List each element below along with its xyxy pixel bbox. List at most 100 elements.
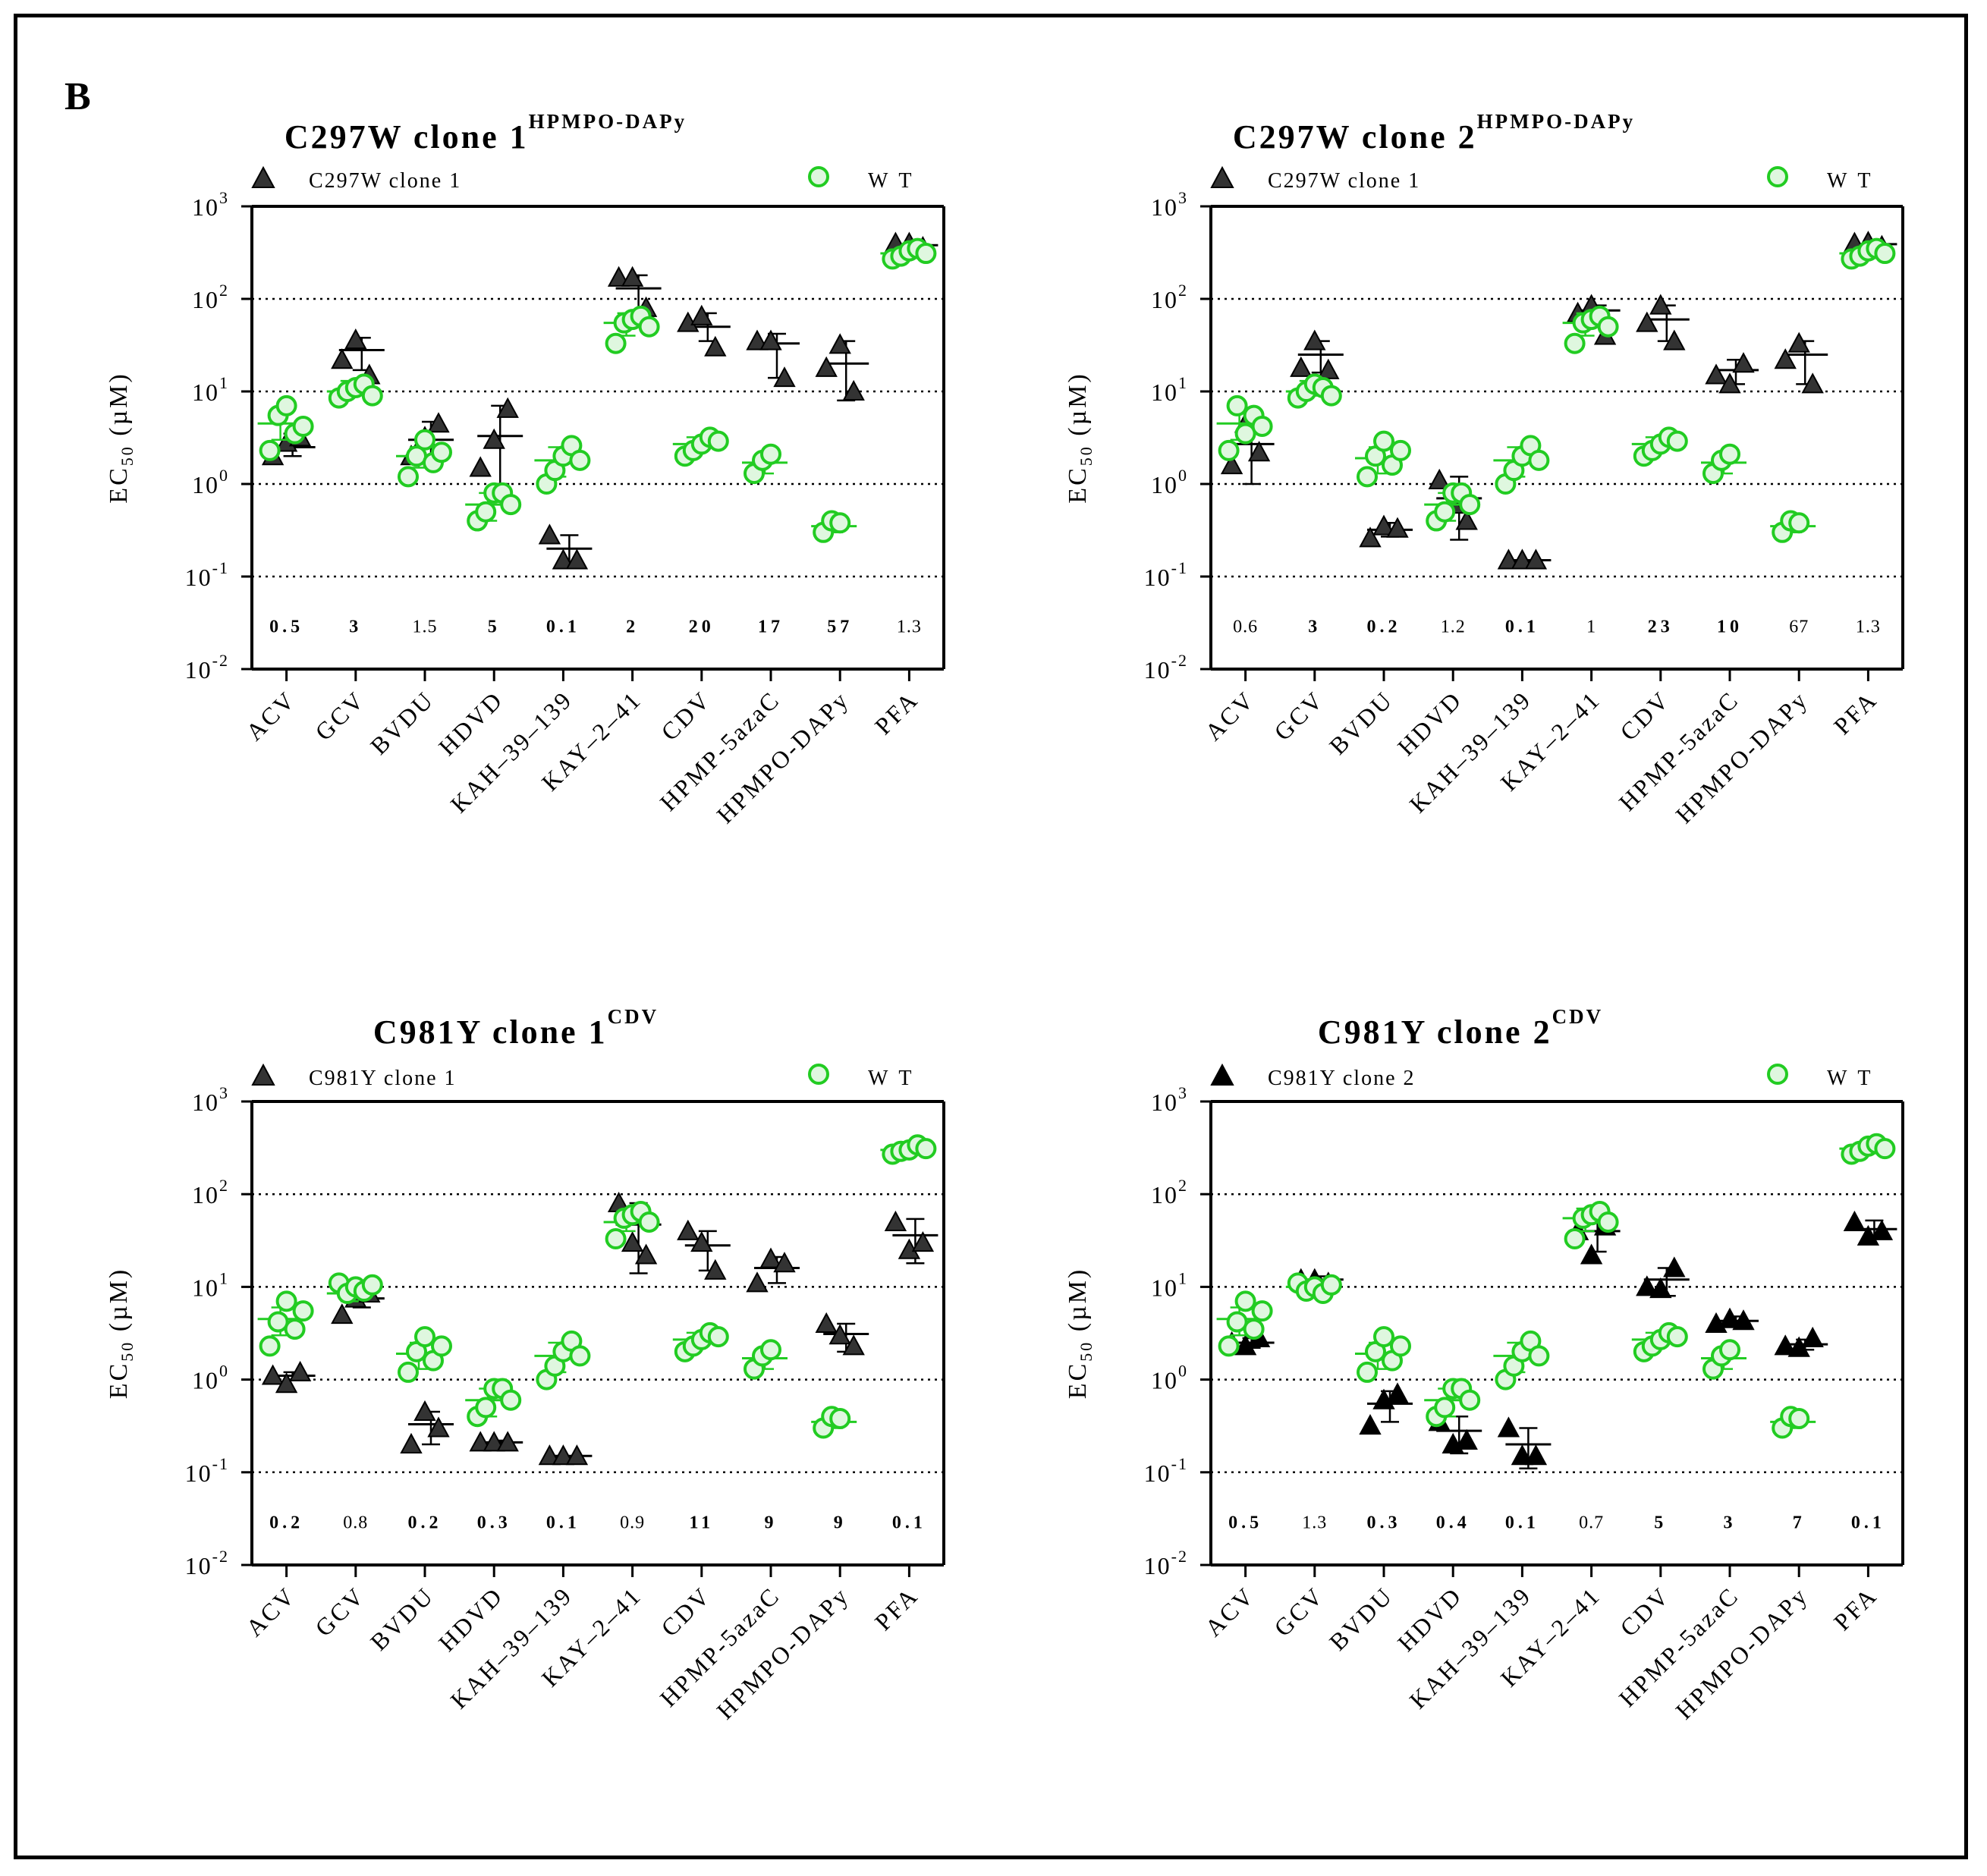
mutant-data-point [1636, 311, 1658, 332]
y-tick-label: 102 [192, 1176, 229, 1208]
legend-mutant-label: C981Y clone 2 [1268, 1067, 1416, 1090]
mutant-data-point [828, 333, 851, 354]
fold-change-label: 3 [1724, 1513, 1737, 1532]
y-tick-label: 10-2 [1144, 651, 1188, 683]
mutant-data-point [483, 428, 505, 449]
y-tick-base: 10 [185, 1460, 212, 1487]
fold-change-label: 0.9 [620, 1513, 645, 1532]
chart-title: C981Y clone 2CDV [1318, 1005, 1603, 1051]
fold-change-label: 7 [1793, 1513, 1806, 1532]
fold-change-label: 0.3 [1367, 1513, 1401, 1532]
fold-change-label: 1.2 [1441, 617, 1466, 636]
y-tick-exponent: 3 [1178, 1083, 1188, 1102]
y-tick-exponent: -1 [1171, 558, 1188, 577]
wt-data-point [605, 332, 627, 354]
y-axis-label: EC50 (µM) [1064, 372, 1096, 503]
y-tick-label: 100 [1151, 466, 1188, 498]
mutant-data-point [1580, 1243, 1603, 1265]
mutant-data-point [759, 1247, 782, 1268]
y-axis-label-unit: (µM) [105, 372, 133, 445]
y-axis-label: EC50 (µM) [105, 1268, 137, 1399]
mutant-data-point [911, 1230, 935, 1252]
wt-data-point [431, 442, 452, 464]
mutant-data-point [1636, 1275, 1658, 1296]
y-tick-base: 10 [1151, 286, 1178, 313]
wt-data-point [1390, 439, 1411, 461]
mutant-data-point [690, 304, 713, 325]
mutant-data-point [1718, 372, 1741, 394]
y-tick-label: 10-2 [185, 1547, 229, 1579]
mutant-data-point [1386, 1382, 1409, 1403]
x-tick-label: PFA [869, 1581, 924, 1636]
mutant-data-point [261, 1364, 285, 1385]
y-tick-label: 10-1 [185, 558, 229, 591]
x-tick-label: KAH–39–139 [1404, 685, 1536, 818]
wt-data-point [1218, 1335, 1240, 1357]
chart-title: C297W clone 2HPMPO-DAPy [1233, 110, 1635, 156]
mutant-data-point [1801, 372, 1824, 394]
x-tick-label: ACV [1199, 685, 1260, 746]
wt-data-point [1251, 415, 1273, 437]
y-tick-exponent: -1 [212, 558, 229, 577]
fold-change-label: 0.6 [1233, 617, 1258, 636]
mutant-data-point [842, 379, 865, 401]
mutant-data-point [1774, 1334, 1797, 1356]
fold-change-label: 0.2 [1367, 617, 1401, 636]
y-tick-label: 100 [192, 1362, 229, 1394]
wt-data-point [638, 1211, 660, 1233]
chart-title-text: C981Y clone 1 [373, 1013, 608, 1051]
mutant-data-point [427, 412, 450, 433]
chart-title: C297W clone 1HPMPO-DAPy [285, 110, 687, 156]
y-tick-base: 10 [1151, 193, 1178, 221]
y-tick-exponent: 1 [1178, 373, 1188, 392]
fold-change-label: 1.3 [1302, 1513, 1327, 1532]
y-tick-exponent: -2 [1171, 1547, 1188, 1566]
y-tick-exponent: 0 [1178, 1362, 1188, 1381]
y-tick-base: 10 [1151, 1089, 1178, 1116]
y-axis-label-main: EC [1064, 1362, 1092, 1399]
mutant-data-point [1290, 356, 1313, 377]
wt-data-point [1434, 1397, 1456, 1419]
wt-data-point [398, 466, 419, 488]
y-tick-base: 10 [192, 286, 219, 313]
mutant-data-point [1247, 441, 1271, 462]
wt-data-point [1874, 243, 1896, 265]
wt-data-point [760, 1339, 781, 1361]
wt-data-point [1564, 332, 1586, 354]
chart-title-superscript: CDV [1552, 1005, 1604, 1028]
x-tick-label: KAH–39–139 [445, 1581, 577, 1714]
legend-circle-marker [1767, 1064, 1788, 1085]
mutant-data-point [1511, 1444, 1534, 1466]
y-tick-exponent: -1 [212, 1454, 229, 1473]
mutant-data-point [1524, 548, 1548, 570]
mutant-data-point [704, 335, 727, 357]
wt-data-point [275, 1290, 297, 1312]
y-tick-label: 103 [1151, 1083, 1188, 1116]
mutant-data-point [1732, 1309, 1755, 1331]
x-tick-label: KAH–39–139 [1404, 1581, 1536, 1714]
fold-change-label: 1.5 [413, 617, 438, 636]
fold-change-label: 0.1 [546, 617, 580, 636]
y-tick-base: 10 [185, 656, 212, 683]
fold-change-label: 0.2 [408, 1513, 442, 1532]
legend-mutant-label: C297W clone 1 [309, 169, 461, 193]
wt-data-point [1390, 1335, 1411, 1357]
fold-change-label: 0.5 [269, 617, 303, 636]
y-tick-label: 10-1 [185, 1454, 229, 1487]
mutant-data-point [496, 1431, 519, 1452]
x-tick-label: ACV [241, 685, 301, 746]
y-tick-label: 100 [1151, 1362, 1188, 1394]
y-axis-label-main: EC [105, 1362, 133, 1399]
y-axis-label-subscript: 50 [118, 445, 137, 466]
wt-data-point [292, 415, 314, 437]
y-tick-label: 103 [192, 1083, 229, 1116]
mutant-data-point [1705, 363, 1728, 385]
mutant-data-point [1359, 526, 1382, 548]
wt-data-point [1788, 1407, 1810, 1429]
fold-change-label: 0.1 [1505, 617, 1539, 636]
y-axis-label-subscript: 50 [118, 1340, 137, 1362]
mutant-data-point [621, 266, 644, 287]
wt-data-point [1226, 394, 1248, 416]
x-tick-label: CDV [656, 1581, 716, 1642]
y-tick-label: 101 [1151, 1268, 1188, 1301]
